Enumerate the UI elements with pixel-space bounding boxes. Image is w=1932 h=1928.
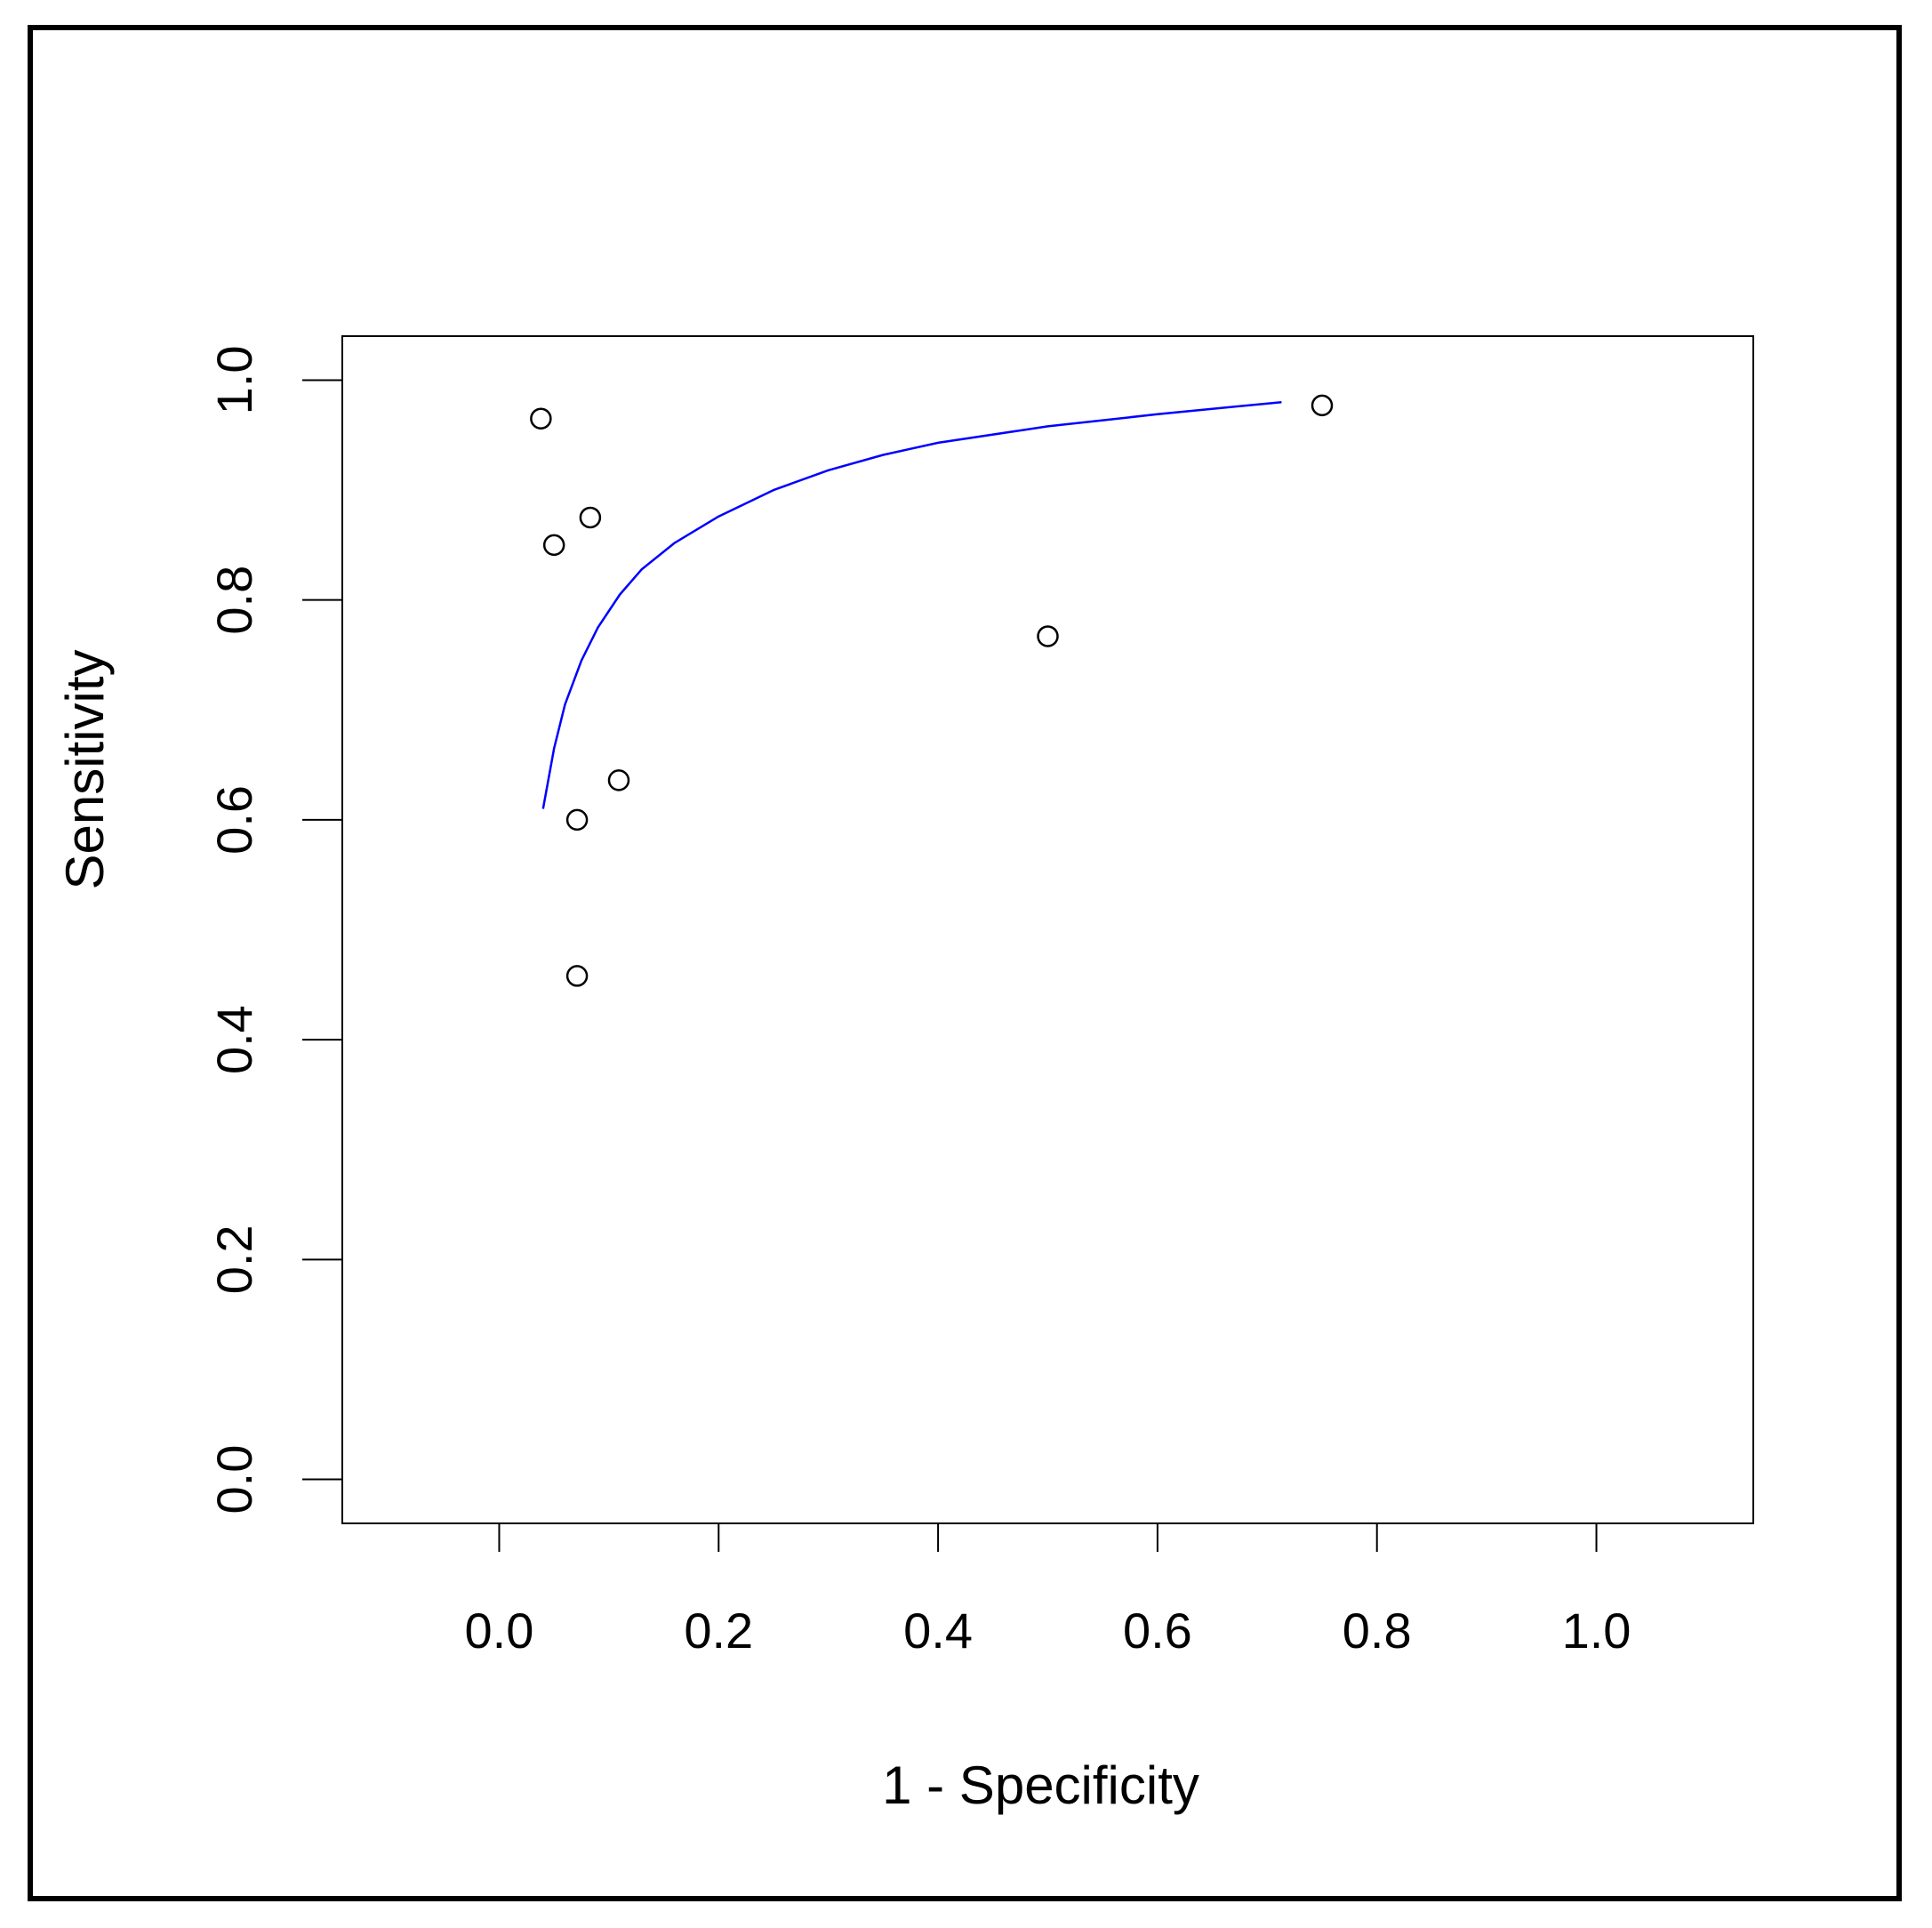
study-point [565, 965, 589, 987]
x-axis: 0.0 0.2 0.4 0.6 0.8 1.0 [465, 1523, 1631, 1659]
x-tick-label: 0.4 [903, 1603, 973, 1659]
study-point [565, 808, 589, 831]
y-tick-label: 0.4 [206, 1005, 262, 1074]
curve-layer [541, 400, 1282, 809]
study-point [1311, 394, 1334, 417]
x-axis-label: 1 - Specificity [882, 1755, 1199, 1815]
y-tick-label: 0.6 [206, 785, 262, 855]
study-point [530, 407, 552, 430]
study-point [579, 506, 602, 529]
x-tick-label: 0.0 [465, 1603, 534, 1659]
y-axis: 0.0 0.2 0.4 0.6 0.8 1.0 [206, 346, 342, 1514]
y-tick-label: 1.0 [206, 346, 262, 415]
study-point [542, 534, 565, 557]
x-tick-label: 1.0 [1562, 1603, 1631, 1659]
y-axis-label: Sensitivity [55, 649, 115, 889]
y-tick-label: 0.2 [206, 1225, 262, 1294]
x-tick-label: 0.2 [684, 1603, 753, 1659]
figure-border [28, 25, 1902, 1901]
points-layer [530, 394, 1334, 987]
x-tick-label: 0.8 [1343, 1603, 1412, 1659]
sroc-curve [541, 400, 1282, 809]
study-point [1037, 625, 1059, 647]
study-point [607, 769, 630, 791]
x-tick-label: 0.6 [1123, 1603, 1192, 1659]
y-tick-label: 0.0 [206, 1445, 262, 1514]
plot-area-border [341, 335, 1754, 1524]
y-tick-label: 0.8 [206, 566, 262, 635]
